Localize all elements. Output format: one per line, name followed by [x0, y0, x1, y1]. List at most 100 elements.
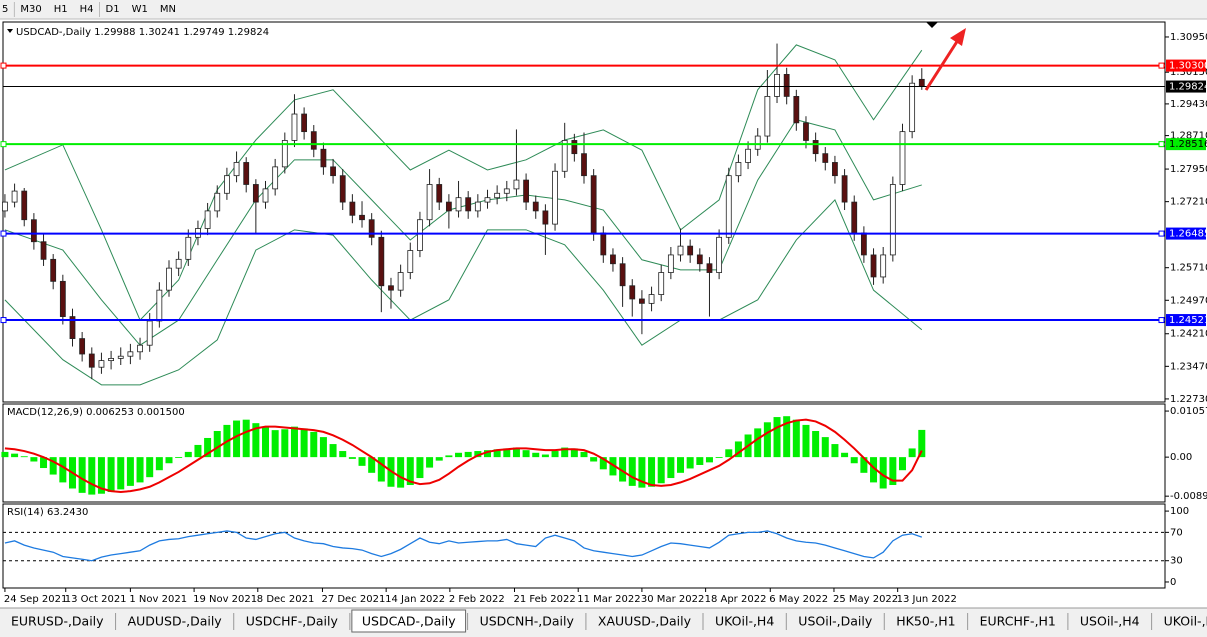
candle-body — [281, 140, 288, 168]
tab-background — [235, 612, 348, 631]
chart-shift-marker — [926, 22, 938, 28]
candle-body — [175, 258, 182, 269]
chart-tab[interactable]: EURCHF-,H1 — [969, 612, 1069, 631]
candle-body — [474, 201, 481, 212]
macd-bar — [686, 457, 694, 469]
macd-bar — [879, 457, 887, 489]
chart-tab[interactable]: UKOil-,H4 — [705, 612, 787, 631]
level-label: 1.24521 — [1169, 315, 1207, 326]
macd-bar — [126, 457, 134, 486]
x-tick-label: 13 Oct 2021 — [65, 594, 127, 605]
candle-body — [803, 122, 809, 141]
macd-bar — [638, 457, 646, 488]
tab-background — [1069, 612, 1150, 631]
candle-body — [368, 219, 375, 238]
candle-body — [909, 82, 916, 133]
tab-label[interactable]: XAUUSD-,Daily — [598, 614, 692, 629]
tab-label[interactable]: USOil-,H4 — [1080, 614, 1140, 629]
chart-tab[interactable]: USOil-,Daily — [788, 612, 885, 631]
macd-bar — [715, 457, 723, 459]
candle-body — [523, 179, 529, 203]
y-tick-label: 0.010578 — [1170, 406, 1207, 417]
timeframe-button[interactable]: W1 — [132, 4, 148, 15]
macd-bar — [252, 423, 260, 458]
timeframe-button[interactable]: 5 — [2, 4, 8, 15]
macd-bar — [1, 451, 9, 458]
tab-label[interactable]: UKOil-,H4 — [1164, 614, 1207, 629]
tab-label[interactable]: USDCNH-,Daily — [480, 614, 575, 629]
tab-label[interactable]: USDCAD-,Daily — [362, 614, 456, 629]
macd-bar — [175, 457, 183, 459]
tab-label[interactable]: EURCHF-,H1 — [980, 614, 1056, 629]
chart-tab[interactable]: USDCAD-,Daily — [351, 609, 469, 633]
timeframe-button[interactable]: M30 — [20, 4, 41, 15]
x-tick-label: 19 Nov 2021 — [193, 594, 257, 605]
symbol-menu-icon[interactable] — [7, 29, 13, 33]
tab-background — [1153, 612, 1207, 631]
macd-bar — [474, 451, 482, 458]
x-tick-label: 25 May 2022 — [833, 594, 898, 605]
timeframe-button[interactable]: D1 — [106, 4, 120, 15]
candle-body — [889, 184, 896, 256]
macd-bar — [812, 431, 820, 458]
macd-bar — [870, 457, 878, 483]
chart-tab[interactable]: USOil-,H4 — [1069, 612, 1153, 631]
macd-bar — [802, 424, 810, 458]
candle-body — [21, 190, 28, 221]
candle-body — [494, 192, 501, 199]
macd-bar — [570, 448, 578, 458]
macd-bar — [233, 420, 241, 458]
macd-title: MACD(12,26,9) 0.006253 0.001500 — [7, 407, 185, 418]
candle-body — [619, 263, 626, 287]
tab-label[interactable]: HK50-,H1 — [896, 614, 955, 629]
tab-background — [705, 612, 785, 631]
candle-body — [600, 232, 607, 256]
candle-body — [11, 190, 18, 203]
candle-body — [774, 73, 780, 97]
tab-label[interactable]: UKOil-,H4 — [715, 614, 774, 629]
macd-bar — [754, 428, 762, 458]
chart-tab[interactable]: EURUSD-,Daily — [1, 612, 117, 631]
tab-label[interactable]: USDCHF-,Daily — [246, 614, 339, 629]
level-label: 1.30300 — [1169, 61, 1207, 72]
macd-bar — [184, 451, 192, 458]
tab-background — [969, 612, 1066, 631]
chart-tab[interactable]: XAUUSD-,Daily — [587, 612, 704, 631]
level-label: 1.28516 — [1169, 139, 1207, 150]
x-tick-label: 2 Feb 2022 — [449, 594, 505, 605]
candle-body — [30, 219, 37, 243]
candle-body — [706, 263, 713, 273]
chart-tab[interactable]: USDCNH-,Daily — [469, 612, 587, 631]
macd-bar — [165, 457, 173, 464]
chart-tab[interactable]: UKOil-,H4 — [1153, 612, 1207, 631]
candle-body — [667, 254, 674, 273]
candle-body — [860, 232, 867, 256]
macd-bar — [78, 457, 86, 493]
macd-bar — [271, 430, 279, 458]
candle-body — [407, 250, 414, 273]
y-tick-label: 100 — [1170, 506, 1189, 517]
macd-bar — [368, 457, 376, 473]
macd-bar — [339, 451, 347, 458]
candle-body — [658, 272, 665, 295]
candle-body — [291, 113, 298, 141]
macd-bar — [49, 457, 57, 475]
timeframe-button[interactable]: H4 — [80, 4, 94, 15]
candle-body — [185, 236, 192, 260]
candle-body — [224, 175, 230, 194]
tab-background — [351, 609, 467, 633]
timeframe-button[interactable]: MN — [160, 4, 176, 15]
candle-body — [310, 131, 317, 150]
y-tick-label: 1.27210 — [1170, 197, 1207, 208]
macd-bar — [522, 450, 530, 458]
tab-label[interactable]: EURUSD-,Daily — [11, 614, 104, 629]
tab-background — [587, 612, 701, 631]
timeframe-button[interactable]: H1 — [54, 4, 68, 15]
chart-tab[interactable]: USDCHF-,Daily — [235, 612, 351, 631]
candle-body — [696, 254, 703, 265]
chart-tab[interactable]: HK50-,H1 — [886, 612, 969, 631]
tab-label[interactable]: AUDUSD-,Daily — [128, 614, 223, 629]
tab-label[interactable]: USOil-,Daily — [798, 614, 873, 629]
macd-bar — [377, 457, 385, 482]
chart-tab[interactable]: AUDUSD-,Daily — [117, 612, 235, 631]
